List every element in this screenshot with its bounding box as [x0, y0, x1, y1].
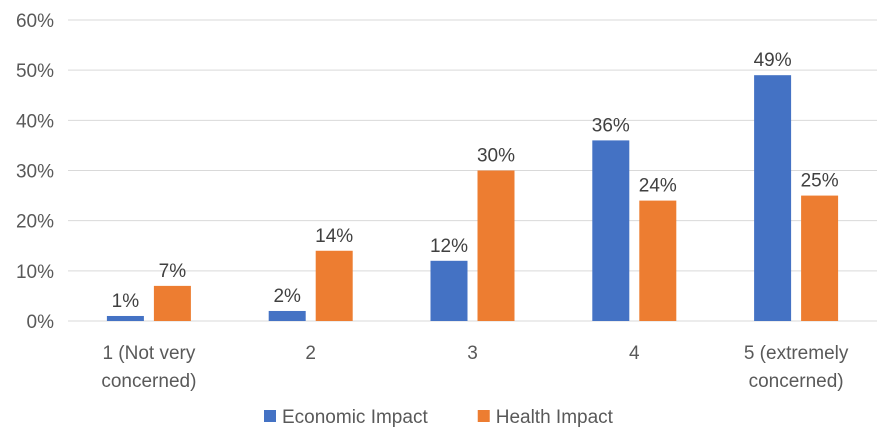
- category-label: concerned): [749, 371, 844, 392]
- data-label: 24%: [639, 176, 677, 197]
- y-tick-label: 40%: [16, 111, 54, 132]
- y-tick-label: 10%: [16, 262, 54, 283]
- y-axis-tick-labels: 0% 10% 20% 30% 40% 50% 60%: [16, 11, 54, 333]
- y-tick-label: 50%: [16, 61, 54, 82]
- data-label: 7%: [159, 261, 187, 282]
- bar-economic-impact: [430, 260, 468, 321]
- legend-label: Economic Impact: [282, 407, 428, 428]
- x-axis-category-labels: 1 (Not very concerned) 2 3 4 5 (extremely conc…: [101, 343, 848, 392]
- data-label: 12%: [430, 236, 468, 257]
- legend-swatch: [477, 410, 490, 422]
- y-tick-label: 0%: [27, 312, 55, 333]
- data-label: 2%: [273, 286, 301, 307]
- bar-health-impact: [315, 250, 353, 321]
- data-labels: 1% 7% 2% 14% 12% 30% 36% 24% 49% 25%: [112, 50, 839, 312]
- legend: Economic Impact Health Impact: [264, 407, 614, 428]
- y-tick-label: 30%: [16, 162, 54, 183]
- category-label: 3: [467, 343, 478, 364]
- bar-economic-impact: [592, 140, 630, 321]
- category-label: 1 (Not very: [102, 343, 195, 364]
- y-tick-label: 60%: [16, 11, 54, 32]
- bar-economic-impact: [106, 315, 144, 321]
- bar-health-impact: [639, 200, 677, 321]
- data-label: 49%: [754, 50, 792, 71]
- data-label: 14%: [315, 226, 353, 247]
- data-label: 1%: [112, 291, 140, 312]
- data-label: 30%: [477, 146, 515, 167]
- bar-health-impact: [153, 285, 191, 321]
- bar-health-impact: [477, 170, 515, 321]
- bar-economic-impact: [754, 75, 792, 321]
- category-label: concerned): [101, 371, 196, 392]
- bar-economic-impact: [268, 310, 306, 321]
- bars: [106, 75, 839, 321]
- legend-swatch: [264, 410, 276, 422]
- gridlines: [68, 19, 877, 322]
- data-label: 25%: [801, 171, 839, 192]
- category-label: 2: [305, 343, 316, 364]
- bar-health-impact: [801, 195, 839, 321]
- y-tick-label: 20%: [16, 212, 54, 233]
- category-label: 4: [629, 343, 640, 364]
- category-label: 5 (extremely: [744, 343, 849, 364]
- data-label: 36%: [592, 115, 630, 136]
- legend-label: Health Impact: [496, 407, 614, 428]
